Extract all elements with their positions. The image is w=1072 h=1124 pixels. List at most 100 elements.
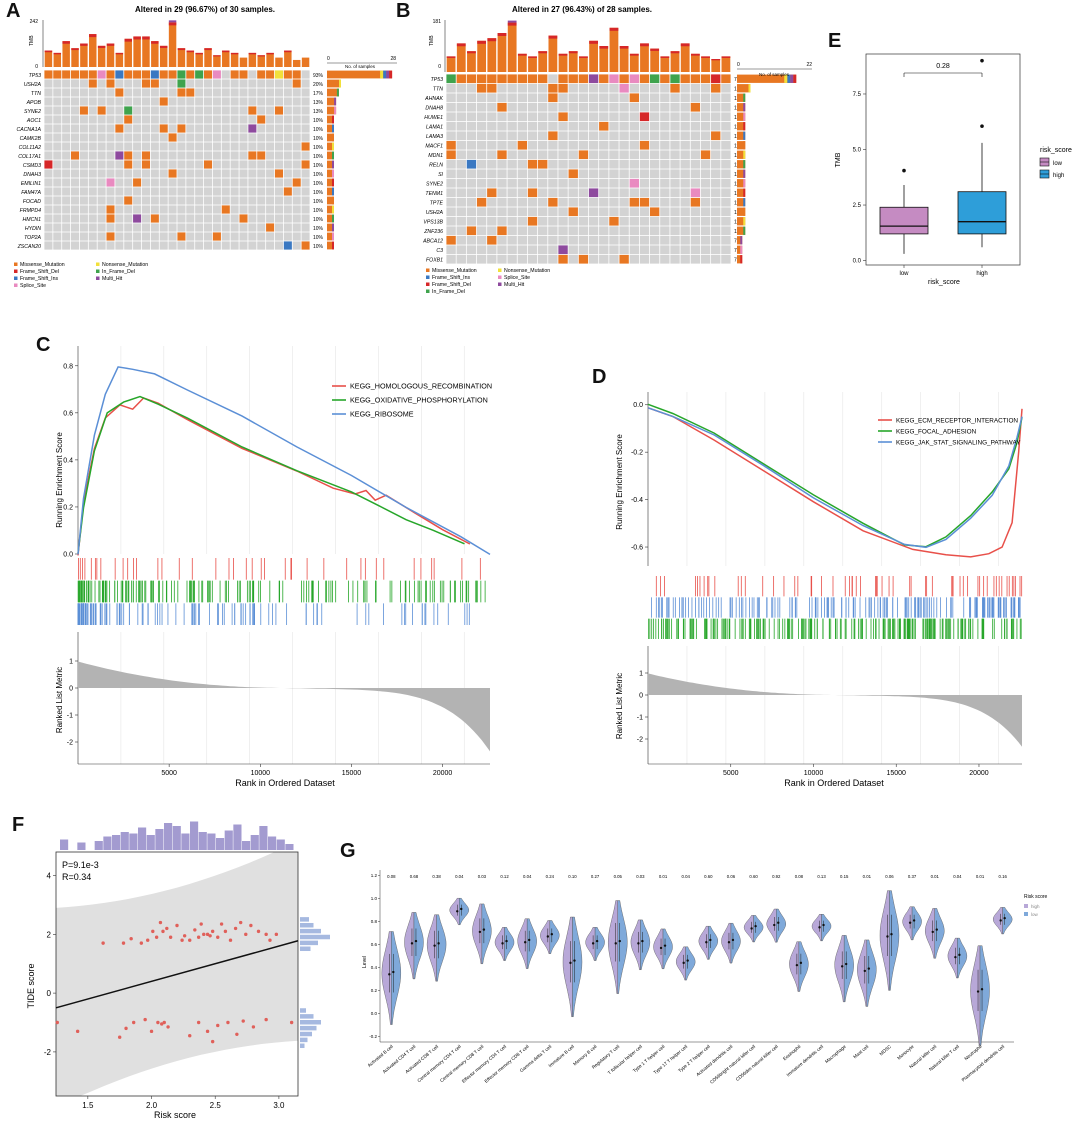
mutation-cell	[680, 226, 690, 236]
mutation-cell	[124, 142, 133, 151]
violin-category-label: Neutrophil	[963, 1044, 982, 1061]
violin-category-label: Macrophage	[824, 1044, 847, 1065]
tmb-bar-cap	[609, 27, 619, 31]
mutation-cell	[538, 235, 548, 245]
mutation-cell	[578, 254, 589, 264]
side-bar	[327, 142, 334, 151]
mutation-cell	[124, 178, 133, 187]
mutation-cell	[221, 79, 230, 88]
mutation-cell	[599, 235, 609, 245]
side-bar-seg	[332, 196, 334, 205]
mutation-cell	[497, 150, 507, 160]
es-curve-1	[647, 403, 1023, 548]
mutation-cell	[274, 241, 283, 250]
gene-label: HMCN1	[23, 217, 42, 223]
mutation-cell	[212, 79, 221, 88]
tmb-bar	[467, 51, 476, 72]
mutation-cell	[177, 106, 186, 115]
mutation-cell	[649, 121, 660, 131]
violin-half-low	[934, 908, 945, 959]
mutation-cell	[88, 232, 97, 241]
mutation-cell	[257, 160, 266, 169]
mutation-cell	[711, 159, 721, 169]
tmb-bar	[538, 51, 548, 72]
mutation-cell	[558, 226, 568, 236]
tmb-bar	[115, 52, 124, 67]
scatter-point	[228, 938, 233, 942]
violin-pvalue: 0.01	[976, 874, 985, 879]
mutation-cell	[670, 159, 680, 169]
mutation-cell	[159, 178, 168, 187]
side-bar-seg	[743, 93, 746, 102]
y-tick-label: 0.0	[633, 402, 643, 409]
mutation-cell	[639, 245, 650, 255]
mutation-cell	[97, 196, 106, 205]
mutation-cell	[527, 150, 538, 160]
scatter-point	[210, 1039, 215, 1044]
mutation-cell	[680, 93, 690, 103]
mutation-cell	[239, 196, 248, 205]
mutation-cell	[204, 160, 213, 169]
mutation-cell	[115, 97, 124, 106]
mutation-cell	[115, 187, 124, 196]
mutation-cell	[700, 216, 711, 226]
scatter-point	[158, 920, 163, 925]
mutation-cell	[660, 207, 670, 217]
mutation-cell	[649, 74, 660, 84]
side-bar-seg	[332, 151, 334, 160]
right-hist-bar	[300, 940, 318, 946]
mutation-cell	[660, 102, 670, 112]
tmb-bar-cap	[711, 59, 721, 61]
mutation-cell	[711, 112, 721, 122]
gene-percent: 10%	[313, 118, 324, 124]
violin-half-low	[617, 900, 628, 994]
tmb-bar-cap	[487, 38, 497, 42]
mutation-cell	[649, 188, 660, 198]
mutation-cell	[106, 196, 115, 205]
mutation-cell	[168, 142, 177, 151]
mutation-cell	[446, 226, 456, 236]
gene-percent: 10%	[313, 244, 324, 250]
mutation-cell	[599, 93, 609, 103]
mutation-cell	[79, 106, 88, 115]
mutation-cell	[159, 160, 168, 169]
tmb-bar-cap	[589, 40, 598, 44]
side-bar-seg	[743, 103, 746, 112]
mutation-cell	[79, 178, 88, 187]
mutation-cell	[700, 140, 711, 150]
mutation-cell	[141, 205, 150, 214]
mutation-cell	[257, 115, 266, 124]
mutation-cell	[446, 121, 456, 131]
violin-pvalue: 0.60	[704, 874, 713, 879]
gene-label: MDN1	[428, 153, 443, 159]
mutation-cell	[177, 214, 186, 223]
mutation-cell	[680, 235, 690, 245]
mutation-cell	[588, 226, 599, 236]
mutation-cell	[62, 178, 71, 187]
violin-half-low	[957, 937, 968, 979]
mutation-cell	[639, 74, 650, 84]
violin-median-low	[754, 924, 757, 928]
side-bar-seg	[743, 131, 746, 140]
mutation-cell	[274, 79, 283, 88]
mutation-cell	[274, 115, 283, 124]
mutation-cell	[212, 241, 221, 250]
mutation-cell	[53, 106, 62, 115]
mutation-cell	[527, 74, 538, 84]
legend-label: low	[1053, 161, 1063, 167]
mutation-cell	[115, 178, 124, 187]
tmb-bar	[151, 41, 159, 67]
mutation-cell	[257, 187, 266, 196]
mutation-cell	[476, 159, 487, 169]
mutation-cell	[221, 178, 230, 187]
mutation-cell	[62, 187, 71, 196]
mutation-cell	[62, 124, 71, 133]
mutation-cell	[71, 196, 80, 205]
mutation-cell	[466, 140, 477, 150]
mutation-cell	[721, 188, 731, 198]
mutation-cell	[619, 150, 629, 160]
mutation-cell	[466, 93, 477, 103]
legend-label: high	[1053, 173, 1064, 179]
mutation-cell	[690, 112, 701, 122]
mutation-cell	[186, 232, 195, 241]
